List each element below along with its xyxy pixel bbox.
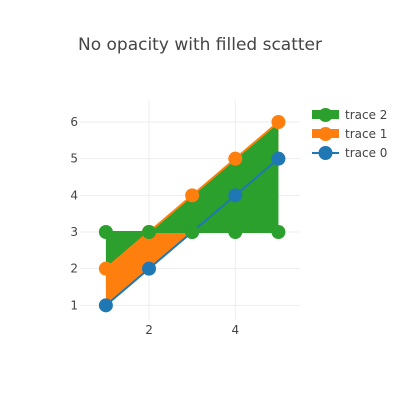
data-point[interactable] bbox=[271, 225, 286, 239]
series-markers bbox=[98, 115, 286, 313]
data-point[interactable] bbox=[98, 225, 113, 239]
legend[interactable]: trace 2 trace 1 trace 0 bbox=[312, 108, 387, 160]
y-tick-label: 1 bbox=[70, 298, 78, 312]
legend-marker bbox=[318, 108, 333, 122]
data-point[interactable] bbox=[228, 151, 243, 166]
chart-title: No opacity with filled scatter bbox=[78, 35, 322, 55]
x-tick-label: 4 bbox=[231, 323, 239, 337]
y-tick-label: 5 bbox=[70, 152, 78, 166]
legend-item-trace-0[interactable]: trace 0 bbox=[312, 146, 387, 160]
data-point[interactable] bbox=[271, 115, 286, 129]
x-tick-label: 2 bbox=[145, 323, 153, 337]
data-point[interactable] bbox=[228, 188, 243, 203]
y-tick-label: 3 bbox=[70, 225, 78, 239]
data-point[interactable] bbox=[98, 261, 113, 276]
y-tick-label: 6 bbox=[70, 115, 78, 129]
data-point[interactable] bbox=[185, 188, 200, 203]
y-tick-label: 4 bbox=[70, 188, 78, 202]
data-point[interactable] bbox=[142, 225, 157, 239]
legend-label: trace 0 bbox=[345, 146, 387, 160]
axis-ticks: 2 4 1 2 3 4 5 6 bbox=[70, 115, 239, 337]
legend-marker bbox=[318, 146, 333, 160]
legend-label: trace 2 bbox=[345, 108, 387, 122]
data-point[interactable] bbox=[142, 261, 157, 276]
data-point[interactable] bbox=[228, 225, 243, 239]
legend-item-trace-1[interactable]: trace 1 bbox=[312, 127, 387, 141]
fill-areas bbox=[105, 122, 279, 306]
data-point[interactable] bbox=[271, 151, 286, 166]
legend-label: trace 1 bbox=[345, 127, 387, 141]
data-point[interactable] bbox=[185, 225, 200, 239]
data-point[interactable] bbox=[98, 298, 113, 313]
legend-marker bbox=[318, 127, 333, 141]
y-tick-label: 2 bbox=[70, 262, 78, 276]
legend-item-trace-2[interactable]: trace 2 bbox=[312, 108, 387, 122]
